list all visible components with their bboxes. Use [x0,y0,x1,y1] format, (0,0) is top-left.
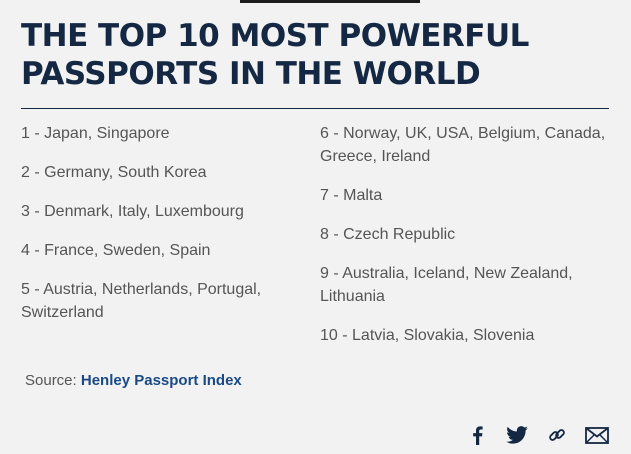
ranking-item: 10 - Latvia, Slovakia, Slovenia [320,327,535,344]
ranking-item: 7 - Malta [320,187,383,204]
title-divider [21,108,609,109]
page-title: THE TOP 10 MOST POWERFUL PASSPORTS IN TH… [21,18,529,92]
source-line: Source: Henley Passport Index [25,371,242,391]
copy-link-button[interactable] [546,424,568,446]
twitter-icon [506,426,528,444]
ranking-item: 1 - Japan, Singapore [21,125,170,142]
ranking-item: 2 - Germany, South Korea [21,164,207,181]
ranking-item: 9 - Australia, Iceland, New Zealand, Lit… [320,265,573,305]
facebook-icon [472,425,483,445]
source-label: Source: [25,372,77,389]
ranking-item: 4 - France, Sweden, Spain [21,242,211,259]
ranking-item: 3 - Denmark, Italy, Luxembourg [21,203,244,220]
rankings-list-left: 1 - Japan, Singapore 2 - Germany, South … [21,122,301,340]
top-accent-bar [240,0,420,3]
facebook-share-button[interactable] [468,424,486,446]
email-share-button[interactable] [584,424,610,446]
mail-icon [585,426,609,444]
source-link[interactable]: Henley Passport Index [80,372,242,389]
link-icon [549,429,565,441]
twitter-share-button[interactable] [505,424,529,446]
ranking-item: 5 - Austria, Netherlands, Portugal, Swit… [21,281,262,321]
ranking-item: 8 - Czech Republic [320,226,456,243]
rankings-list-right: 6 - Norway, UK, USA, Belgium, Canada, Gr… [320,122,610,363]
ranking-item: 6 - Norway, UK, USA, Belgium, Canada, Gr… [320,125,606,165]
